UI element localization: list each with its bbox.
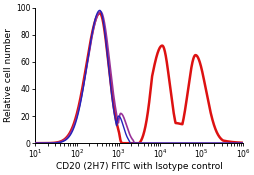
- Y-axis label: Relative cell number: Relative cell number: [4, 29, 13, 122]
- X-axis label: CD20 (2H7) FITC with Isotype control: CD20 (2H7) FITC with Isotype control: [56, 162, 222, 171]
